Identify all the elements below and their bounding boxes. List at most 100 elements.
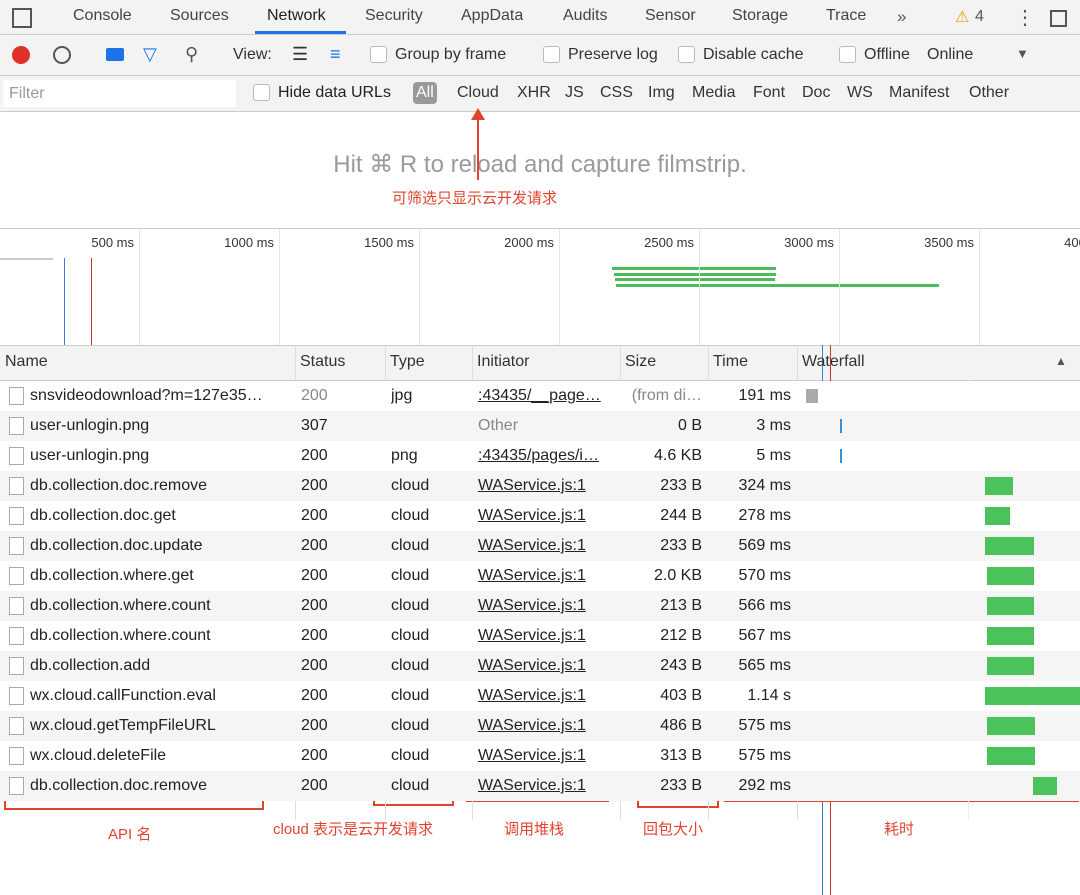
table-row[interactable] <box>0 681 1080 711</box>
table-cell: cloud <box>391 507 430 524</box>
checkbox[interactable]: Disable cache <box>678 46 804 64</box>
search[interactable]: ⚲ <box>185 44 199 64</box>
file-icon <box>9 387 24 405</box>
table-cell: 200 <box>301 597 328 614</box>
tab[interactable]: Sensor <box>645 7 696 24</box>
column-header[interactable]: Status <box>300 353 346 370</box>
table-row[interactable] <box>0 621 1080 651</box>
table-cell: 200 <box>301 657 328 674</box>
table-cell: 233 B <box>660 777 702 794</box>
tab[interactable]: AppData <box>461 7 524 24</box>
tab[interactable]: Security <box>365 7 423 24</box>
table-row[interactable] <box>0 531 1080 561</box>
column-header[interactable]: Type <box>390 353 425 370</box>
tab[interactable]: Trace <box>826 7 867 24</box>
column-header[interactable]: Time <box>713 353 748 370</box>
initiator-link[interactable]: WAService.js:1 <box>478 507 586 524</box>
checkbox[interactable]: Offline <box>839 46 910 64</box>
table-cell: db.collection.where.count <box>30 627 211 644</box>
initiator-link[interactable]: :43435/pages/i… <box>478 447 599 464</box>
tab[interactable]: Audits <box>563 7 608 24</box>
hide-data-urls[interactable]: Hide data URLs <box>253 84 391 102</box>
table-cell: 1.14 s <box>747 687 791 704</box>
table-cell: 278 ms <box>738 507 791 524</box>
initiator-link[interactable]: WAService.js:1 <box>478 747 586 764</box>
screenshot[interactable] <box>106 48 124 61</box>
tab[interactable]: Network <box>267 7 326 24</box>
initiator-link[interactable]: WAService.js:1 <box>478 777 586 794</box>
column-header[interactable]: Size <box>625 353 657 370</box>
more-tabs[interactable]: » <box>897 7 907 26</box>
warning-icon: ⚠ <box>955 9 970 26</box>
column-header[interactable]: Waterfall <box>802 353 865 370</box>
sort-arrow[interactable]: ▲ <box>1055 354 1067 368</box>
file-icon <box>9 687 24 705</box>
table-row[interactable] <box>0 561 1080 591</box>
initiator-link[interactable]: WAService.js:1 <box>478 657 586 674</box>
file-icon <box>9 477 24 495</box>
tab[interactable]: Console <box>73 7 132 24</box>
column-header[interactable]: Name <box>5 353 48 370</box>
table-row[interactable] <box>0 771 1080 801</box>
dropdown[interactable]: ▼ <box>1016 46 1029 61</box>
file-icon <box>9 657 24 675</box>
filter-type[interactable]: XHR <box>517 84 551 101</box>
table-row[interactable] <box>0 381 1080 411</box>
record[interactable] <box>12 46 30 64</box>
inspect-icon[interactable] <box>12 8 32 28</box>
table-cell: 2.0 KB <box>653 567 702 584</box>
initiator-link[interactable]: WAService.js:1 <box>478 717 586 734</box>
initiator-link[interactable]: WAService.js:1 <box>478 627 586 644</box>
initiator-link[interactable]: WAService.js:1 <box>478 537 586 554</box>
filter-type[interactable]: Manifest <box>889 84 950 101</box>
filter-type[interactable]: JS <box>565 84 584 101</box>
table-cell: 307 <box>301 417 328 434</box>
ruler-top <box>0 228 1080 229</box>
column-header[interactable]: Initiator <box>477 353 530 370</box>
tab-bar <box>0 0 1080 35</box>
filter-type[interactable]: All <box>413 82 437 104</box>
initiator-link[interactable]: WAService.js:1 <box>478 477 586 494</box>
table-row[interactable] <box>0 591 1080 621</box>
filter-type[interactable]: Cloud <box>457 84 499 101</box>
table-cell: 566 ms <box>738 597 791 614</box>
table-row[interactable] <box>0 411 1080 441</box>
label: Disable cache <box>703 46 804 63</box>
table-row[interactable] <box>0 471 1080 501</box>
table-cell: cloud <box>391 747 430 764</box>
filter-type[interactable]: Media <box>692 84 736 101</box>
filter-type[interactable]: WS <box>847 84 873 101</box>
large-rows[interactable]: ☰ <box>292 44 309 64</box>
initiator-link[interactable]: WAService.js:1 <box>478 687 586 704</box>
initiator-link[interactable]: :43435/__page… <box>478 387 601 404</box>
overview[interactable]: ≡ <box>330 44 341 64</box>
table-row[interactable] <box>0 441 1080 471</box>
table-row[interactable] <box>0 711 1080 741</box>
undock[interactable] <box>1050 10 1067 27</box>
checkbox[interactable]: Preserve log <box>543 46 658 64</box>
filter-type[interactable]: Other <box>969 84 1010 101</box>
table-cell: 200 <box>301 447 328 464</box>
clear[interactable] <box>53 46 71 64</box>
table-cell: png <box>391 447 418 464</box>
filter-icon[interactable]: ▽ <box>143 44 157 64</box>
filter-type[interactable]: Img <box>648 84 675 101</box>
filter-type[interactable]: Doc <box>802 84 831 101</box>
initiator-link[interactable]: WAService.js:1 <box>478 597 586 614</box>
table-row[interactable] <box>0 741 1080 771</box>
table-cell: 243 B <box>660 657 702 674</box>
filter-input[interactable]: Filter <box>3 80 236 107</box>
table-row[interactable] <box>0 501 1080 531</box>
table-row[interactable] <box>0 651 1080 681</box>
tab[interactable]: Storage <box>732 7 789 24</box>
checkbox[interactable]: Group by frame <box>370 46 506 64</box>
menu[interactable]: ⋮ <box>1015 7 1035 29</box>
warning-count: 4 <box>975 8 984 25</box>
throttle[interactable]: Online <box>927 46 974 63</box>
table-cell: 575 ms <box>738 717 791 734</box>
ruler-label: 4000 ms <box>1064 235 1080 250</box>
filter-type[interactable]: CSS <box>600 84 633 101</box>
tab[interactable]: Sources <box>170 7 229 24</box>
filter-type[interactable]: Font <box>753 84 786 101</box>
initiator-link[interactable]: WAService.js:1 <box>478 567 586 584</box>
